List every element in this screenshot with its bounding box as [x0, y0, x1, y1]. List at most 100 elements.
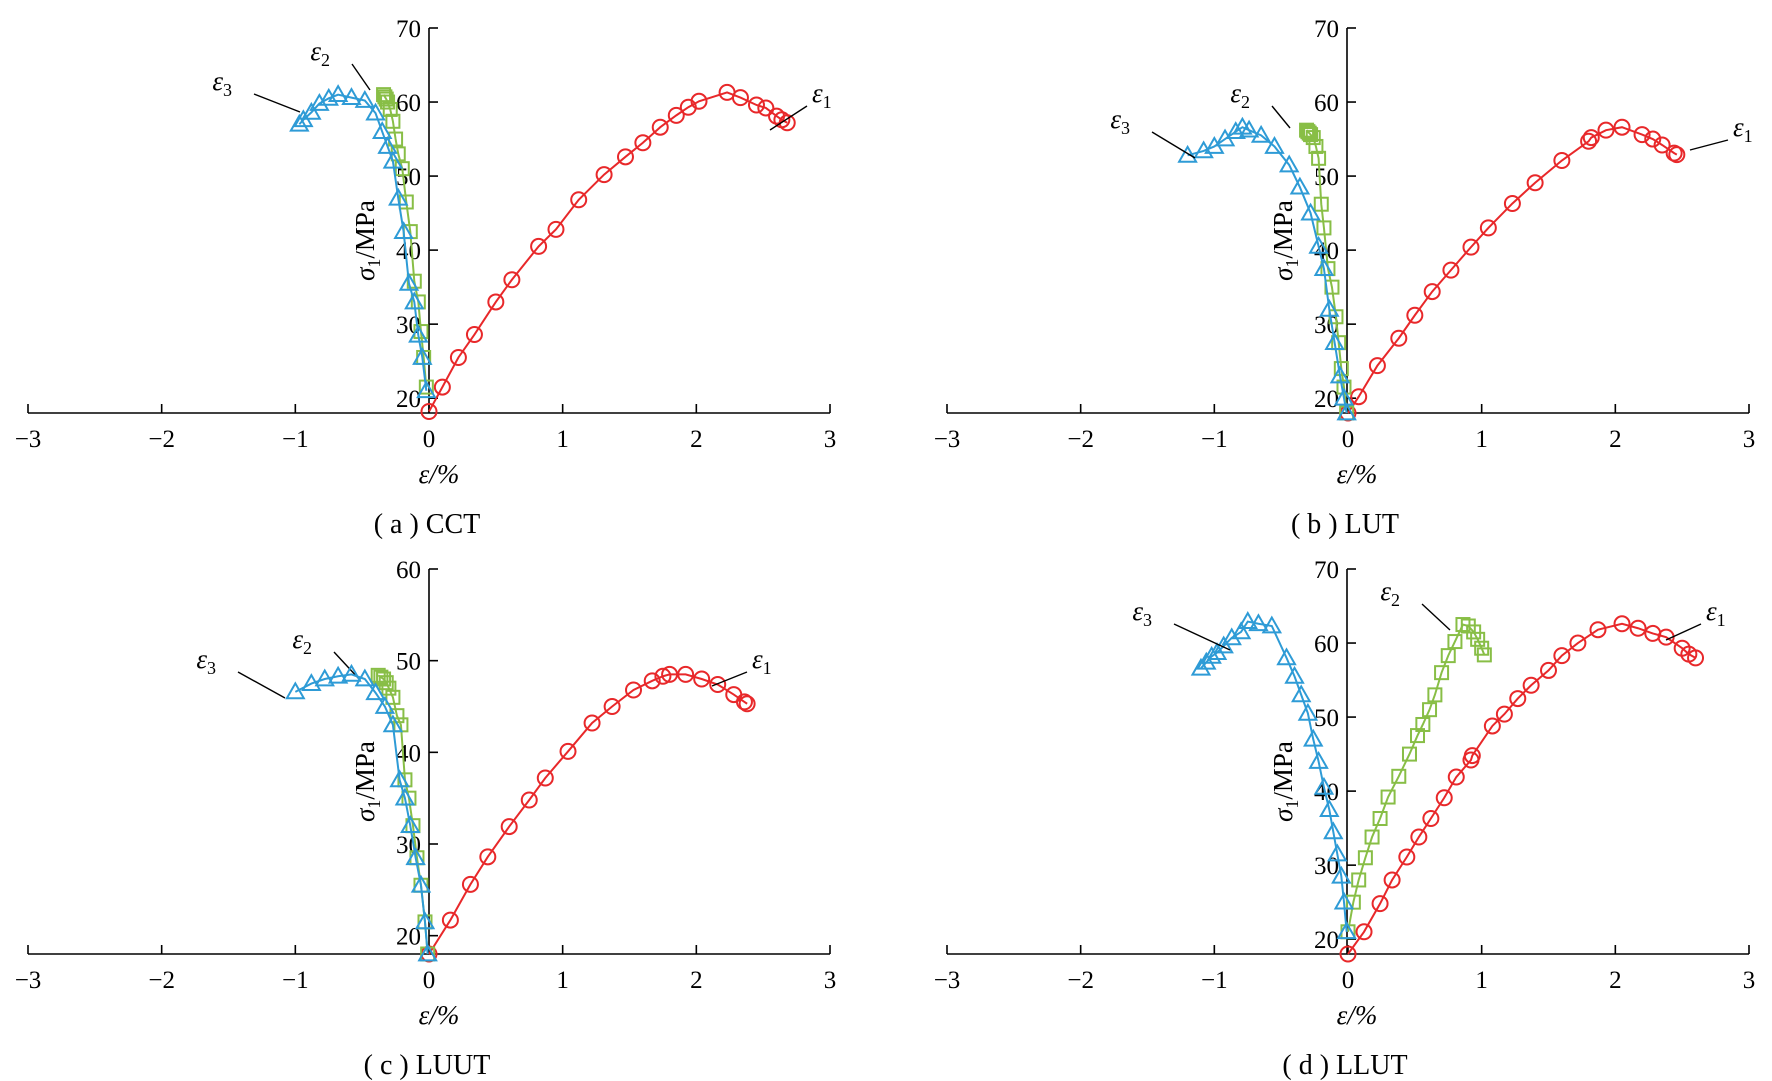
x-tick-label: 1 — [556, 967, 569, 994]
data-point — [731, 89, 749, 107]
data-point — [1313, 258, 1335, 276]
data-point — [747, 96, 765, 114]
data-point — [1301, 125, 1317, 141]
data-point — [625, 681, 643, 699]
x-tick-label: 3 — [824, 426, 837, 453]
y-tick-label: 20 — [1314, 927, 1339, 954]
data-point — [417, 943, 438, 962]
data-point — [465, 326, 483, 344]
x-axis-title: ε/% — [1337, 1000, 1378, 1030]
data-point — [1390, 329, 1408, 347]
data-point — [314, 668, 335, 687]
x-axis-title: ε/% — [419, 1000, 460, 1030]
data-point — [376, 671, 392, 687]
series-line — [298, 93, 428, 391]
x-tick-label: 3 — [824, 967, 837, 994]
data-point — [1423, 283, 1441, 301]
leader-line — [351, 63, 371, 91]
x-tick-label: −2 — [1067, 426, 1094, 453]
y-tick-label: 60 — [1314, 631, 1339, 658]
leader-line — [1271, 105, 1291, 129]
data-point — [1238, 119, 1260, 138]
y-tick-label: 40 — [396, 238, 421, 265]
x-tick-label: 3 — [1743, 426, 1756, 453]
y-axis-title: σ1/MPa — [1268, 200, 1302, 281]
y-tick-label: 50 — [1314, 164, 1339, 191]
data-point — [735, 693, 753, 711]
data-point — [388, 187, 409, 206]
series-label: ε2 — [292, 624, 312, 658]
data-point — [1300, 202, 1321, 221]
data-point — [1613, 615, 1631, 633]
data-point — [377, 135, 398, 154]
data-point — [365, 682, 386, 701]
x-tick-label: 0 — [423, 426, 436, 453]
data-point — [1313, 196, 1329, 212]
data-point — [1300, 124, 1316, 140]
x-tick-label: 2 — [690, 426, 703, 453]
data-point — [1230, 621, 1252, 640]
data-point — [1225, 121, 1246, 140]
data-point — [1237, 611, 1258, 629]
series-line — [428, 91, 788, 412]
data-point — [1333, 387, 1355, 406]
series-line — [1347, 622, 1697, 955]
data-point — [449, 348, 467, 366]
data-point — [1589, 621, 1607, 639]
leader-line — [1421, 603, 1451, 631]
data-point — [404, 291, 425, 310]
y-axis-title: σ1/MPa — [1268, 741, 1302, 822]
data-point — [1351, 872, 1367, 888]
series-line — [1200, 620, 1348, 932]
x-tick-label: −3 — [15, 967, 42, 994]
data-point — [1463, 747, 1481, 765]
data-point — [1470, 631, 1486, 647]
data-point — [1204, 135, 1225, 154]
data-point — [1447, 634, 1463, 650]
data-point — [1308, 750, 1329, 769]
series-line — [1347, 126, 1678, 414]
y-tick-label: 60 — [396, 557, 421, 584]
data-point — [1398, 848, 1416, 866]
x-tick-label: −1 — [1201, 426, 1228, 453]
x-tick-label: 2 — [690, 967, 703, 994]
data-point — [1303, 127, 1319, 143]
data-point — [1333, 891, 1355, 910]
data-point — [1264, 135, 1285, 154]
data-point — [500, 818, 518, 836]
data-point — [420, 403, 438, 421]
y-tick-label: 70 — [1314, 557, 1339, 584]
data-point — [1190, 657, 1212, 676]
x-tick-label: −2 — [148, 426, 175, 453]
data-point — [389, 769, 410, 788]
data-point — [1214, 128, 1236, 147]
data-point — [393, 221, 414, 239]
y-axis-title: σ1/MPa — [350, 741, 384, 822]
y-tick-label: 70 — [1314, 16, 1339, 43]
data-point — [1687, 649, 1705, 667]
data-point — [1633, 126, 1651, 144]
data-point — [354, 668, 376, 687]
data-point — [1553, 647, 1571, 665]
data-point — [376, 87, 392, 103]
data-point — [1668, 146, 1686, 164]
data-point — [1372, 811, 1388, 827]
data-point — [1597, 121, 1615, 139]
data-point — [1410, 828, 1428, 846]
data-point — [1331, 865, 1352, 884]
data-point — [1391, 768, 1407, 784]
leader-line — [769, 105, 808, 131]
data-point — [667, 106, 685, 124]
series-label: ε1 — [812, 78, 832, 112]
data-point — [371, 121, 393, 140]
data-point — [1371, 895, 1389, 913]
x-axis-title: ε/% — [1337, 459, 1378, 489]
series-label: ε3 — [1110, 104, 1130, 138]
data-point — [1316, 220, 1332, 236]
x-tick-label: 0 — [1342, 426, 1355, 453]
data-point — [461, 875, 479, 893]
data-point — [1364, 829, 1380, 845]
x-tick-label: 2 — [1609, 426, 1622, 453]
